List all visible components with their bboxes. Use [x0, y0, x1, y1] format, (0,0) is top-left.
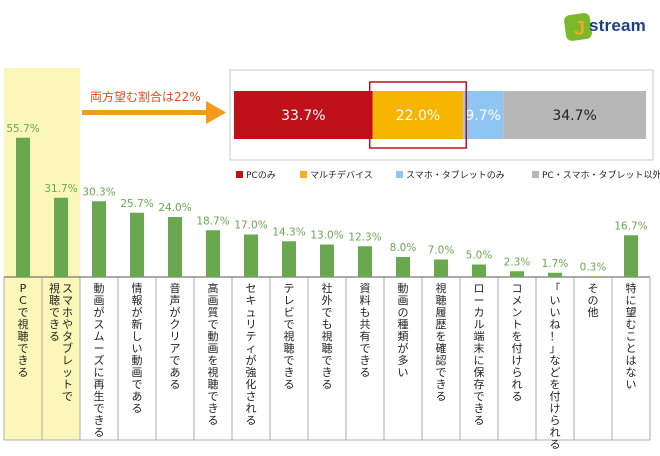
stacked-segment-4: [503, 91, 646, 139]
bar-value-label-9: 13.0%: [310, 230, 343, 242]
bar-15: [548, 272, 562, 277]
legend-label-2: マルチデバイス: [310, 169, 373, 181]
category-label-12: 視聴履歴を確認できる: [436, 281, 447, 403]
category-label-5: 音声がクリアである: [170, 281, 181, 391]
bar-value-label-16: 0.3%: [580, 261, 607, 273]
bar-1: [16, 137, 30, 277]
bar-14: [510, 271, 524, 277]
bar-12: [434, 259, 448, 277]
stacked-segment-label-3: 9.7%: [465, 108, 501, 124]
bar-9: [320, 244, 334, 277]
bar-value-label-15: 1.7%: [542, 258, 569, 270]
category-label-9: 社外でも視聴できる: [322, 281, 333, 391]
bar-value-label-14: 2.3%: [504, 256, 531, 268]
stacked-segment-label-1: 33.7%: [281, 108, 325, 124]
legend-swatch-4: [532, 171, 539, 178]
stacked-segment-label-2: 22.0%: [396, 108, 440, 124]
legend-label-4: PC・スマホ・タブレット以外: [542, 169, 660, 181]
bar-5: [168, 217, 182, 277]
category-label-1: P C で視聴できる: [18, 282, 29, 379]
brand-mark-icon: J: [564, 13, 592, 41]
bar-value-label-4: 25.7%: [120, 198, 153, 210]
bar-2: [54, 197, 68, 277]
bar-8: [282, 241, 296, 277]
bar-value-label-13: 5.0%: [466, 250, 493, 262]
category-label-11: 動画の種類が多い: [398, 281, 409, 379]
bar-17: [624, 235, 638, 277]
bar-4: [130, 212, 144, 277]
brand-name: stream: [589, 16, 646, 35]
category-label-2: スマホやタブレットで視聴できる: [49, 281, 73, 403]
bar-value-label-3: 30.3%: [82, 186, 115, 198]
category-label-10: 資料も共有できる: [360, 282, 371, 379]
category-label-13: ローカル端末に保存できる: [474, 282, 485, 427]
category-label-8: テレビで視聴できる: [284, 282, 295, 391]
bar-value-label-7: 17.0%: [234, 220, 267, 232]
bar-value-label-1: 55.7%: [6, 123, 39, 135]
legend-label-1: PCのみ: [246, 170, 276, 181]
bar-value-label-8: 14.3%: [272, 226, 305, 238]
category-label-14: コメントを付けられる: [512, 282, 523, 403]
bar-value-label-5: 24.0%: [158, 202, 191, 214]
bar-11: [396, 257, 410, 277]
category-label-15: 「いいね！」などを付けられる: [550, 282, 561, 451]
bar-value-label-17: 16.7%: [614, 220, 647, 232]
callout-arrow-shaft: [82, 110, 208, 115]
category-label-4: 情報が新しい動画である: [132, 282, 143, 415]
callout-text: 両方望む割合は22%: [90, 90, 201, 104]
callout-arrow-head: [206, 101, 226, 124]
stacked-segment-3: [463, 91, 504, 139]
bar-value-label-2: 31.7%: [44, 183, 77, 195]
bar-value-label-11: 8.0%: [390, 242, 417, 254]
legend-swatch-3: [396, 171, 403, 178]
bar-3: [92, 201, 106, 277]
bar-10: [358, 246, 372, 277]
stacked-highlight-box: [368, 81, 468, 149]
stacked-segment-label-4: 34.7%: [552, 108, 596, 124]
legend-swatch-2: [300, 171, 307, 178]
stacked-segment-1: [234, 91, 373, 139]
stacked-segment-2: [372, 91, 464, 139]
legend-label-3: スマホ・タブレットのみ: [406, 169, 505, 181]
bar-13: [472, 264, 486, 277]
bar-16: [586, 276, 600, 277]
bar-7: [244, 234, 258, 277]
legend-swatch-1: [236, 171, 243, 178]
bar-value-label-10: 12.3%: [348, 231, 381, 243]
bar-6: [206, 230, 220, 277]
brand-logo: J stream: [563, 12, 653, 42]
bar-value-label-6: 18.7%: [196, 215, 229, 227]
category-label-16: その他: [588, 282, 599, 319]
bar-value-label-12: 7.0%: [428, 245, 455, 257]
category-label-3: 動画がスムーズに再生できる: [94, 281, 105, 439]
svg-text:J: J: [574, 18, 585, 40]
category-label-6: 高画質で動画を視聴できる: [208, 281, 219, 427]
category-label-17: 特に望むことはない: [626, 281, 637, 391]
category-label-7: セキュリティが強化される: [246, 282, 257, 427]
